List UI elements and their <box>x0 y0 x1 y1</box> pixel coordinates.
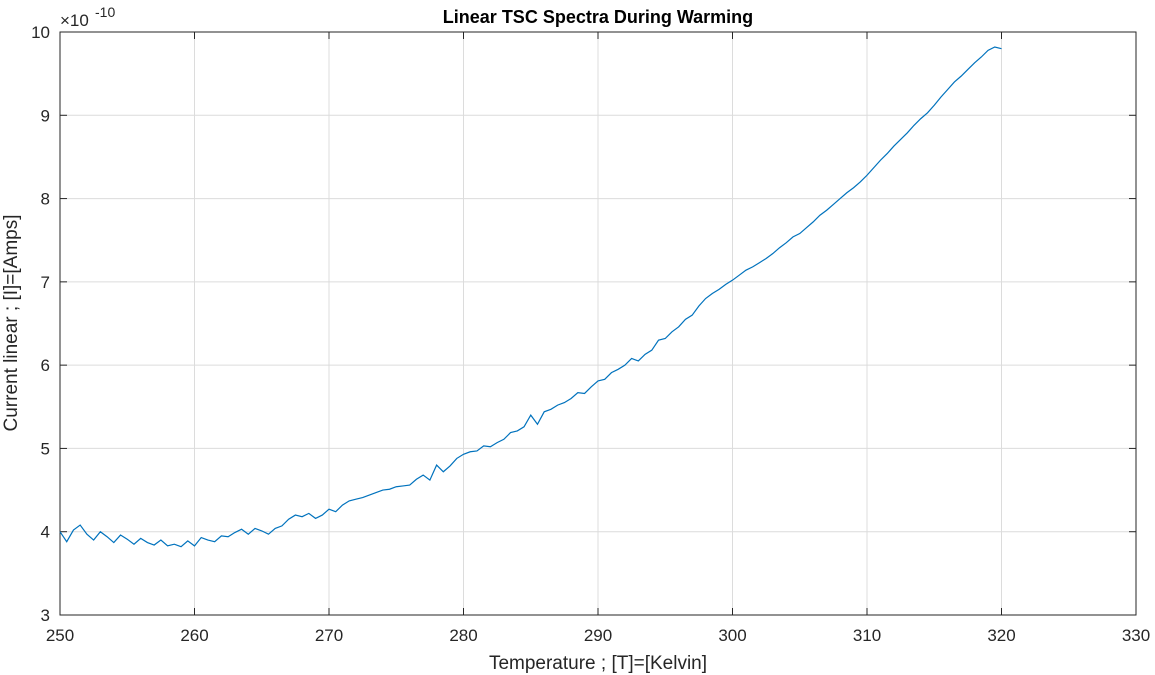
y-exponent-power: -10 <box>95 4 115 20</box>
y-tick-label: 4 <box>41 523 50 542</box>
y-tick-label: 10 <box>31 23 50 42</box>
y-tick-label: 7 <box>41 273 50 292</box>
tick-marks <box>59 31 1137 616</box>
y-tick-label: 6 <box>41 356 50 375</box>
x-tick-label: 320 <box>987 626 1015 645</box>
x-axis-label: Temperature ; [T]=[Kelvin] <box>489 653 707 674</box>
x-tick-labels: 250 260 270 280 290 300 310 320 330 <box>46 626 1150 645</box>
y-tick-labels: 3 4 5 6 7 8 9 10 <box>31 23 50 625</box>
y-tick-label: 9 <box>41 106 50 125</box>
x-tick-label: 250 <box>46 626 74 645</box>
y-tick-label: 8 <box>41 190 50 209</box>
x-tick-label: 280 <box>449 626 477 645</box>
x-tick-label: 300 <box>718 626 746 645</box>
x-tick-label: 310 <box>853 626 881 645</box>
y-tick-label: 5 <box>41 439 50 458</box>
x-tick-label: 290 <box>584 626 612 645</box>
y-exponent-base: ×10 <box>60 11 89 30</box>
y-axis-label: Current linear ; [I]=[Amps] <box>1 215 22 432</box>
x-tick-label: 260 <box>180 626 208 645</box>
x-tick-label: 330 <box>1122 626 1150 645</box>
series-line <box>59 46 1002 548</box>
grid-lines <box>60 32 1136 615</box>
chart-title: Linear TSC Spectra During Warming <box>443 7 753 27</box>
x-tick-label: 270 <box>315 626 343 645</box>
y-tick-label: 3 <box>41 606 50 625</box>
